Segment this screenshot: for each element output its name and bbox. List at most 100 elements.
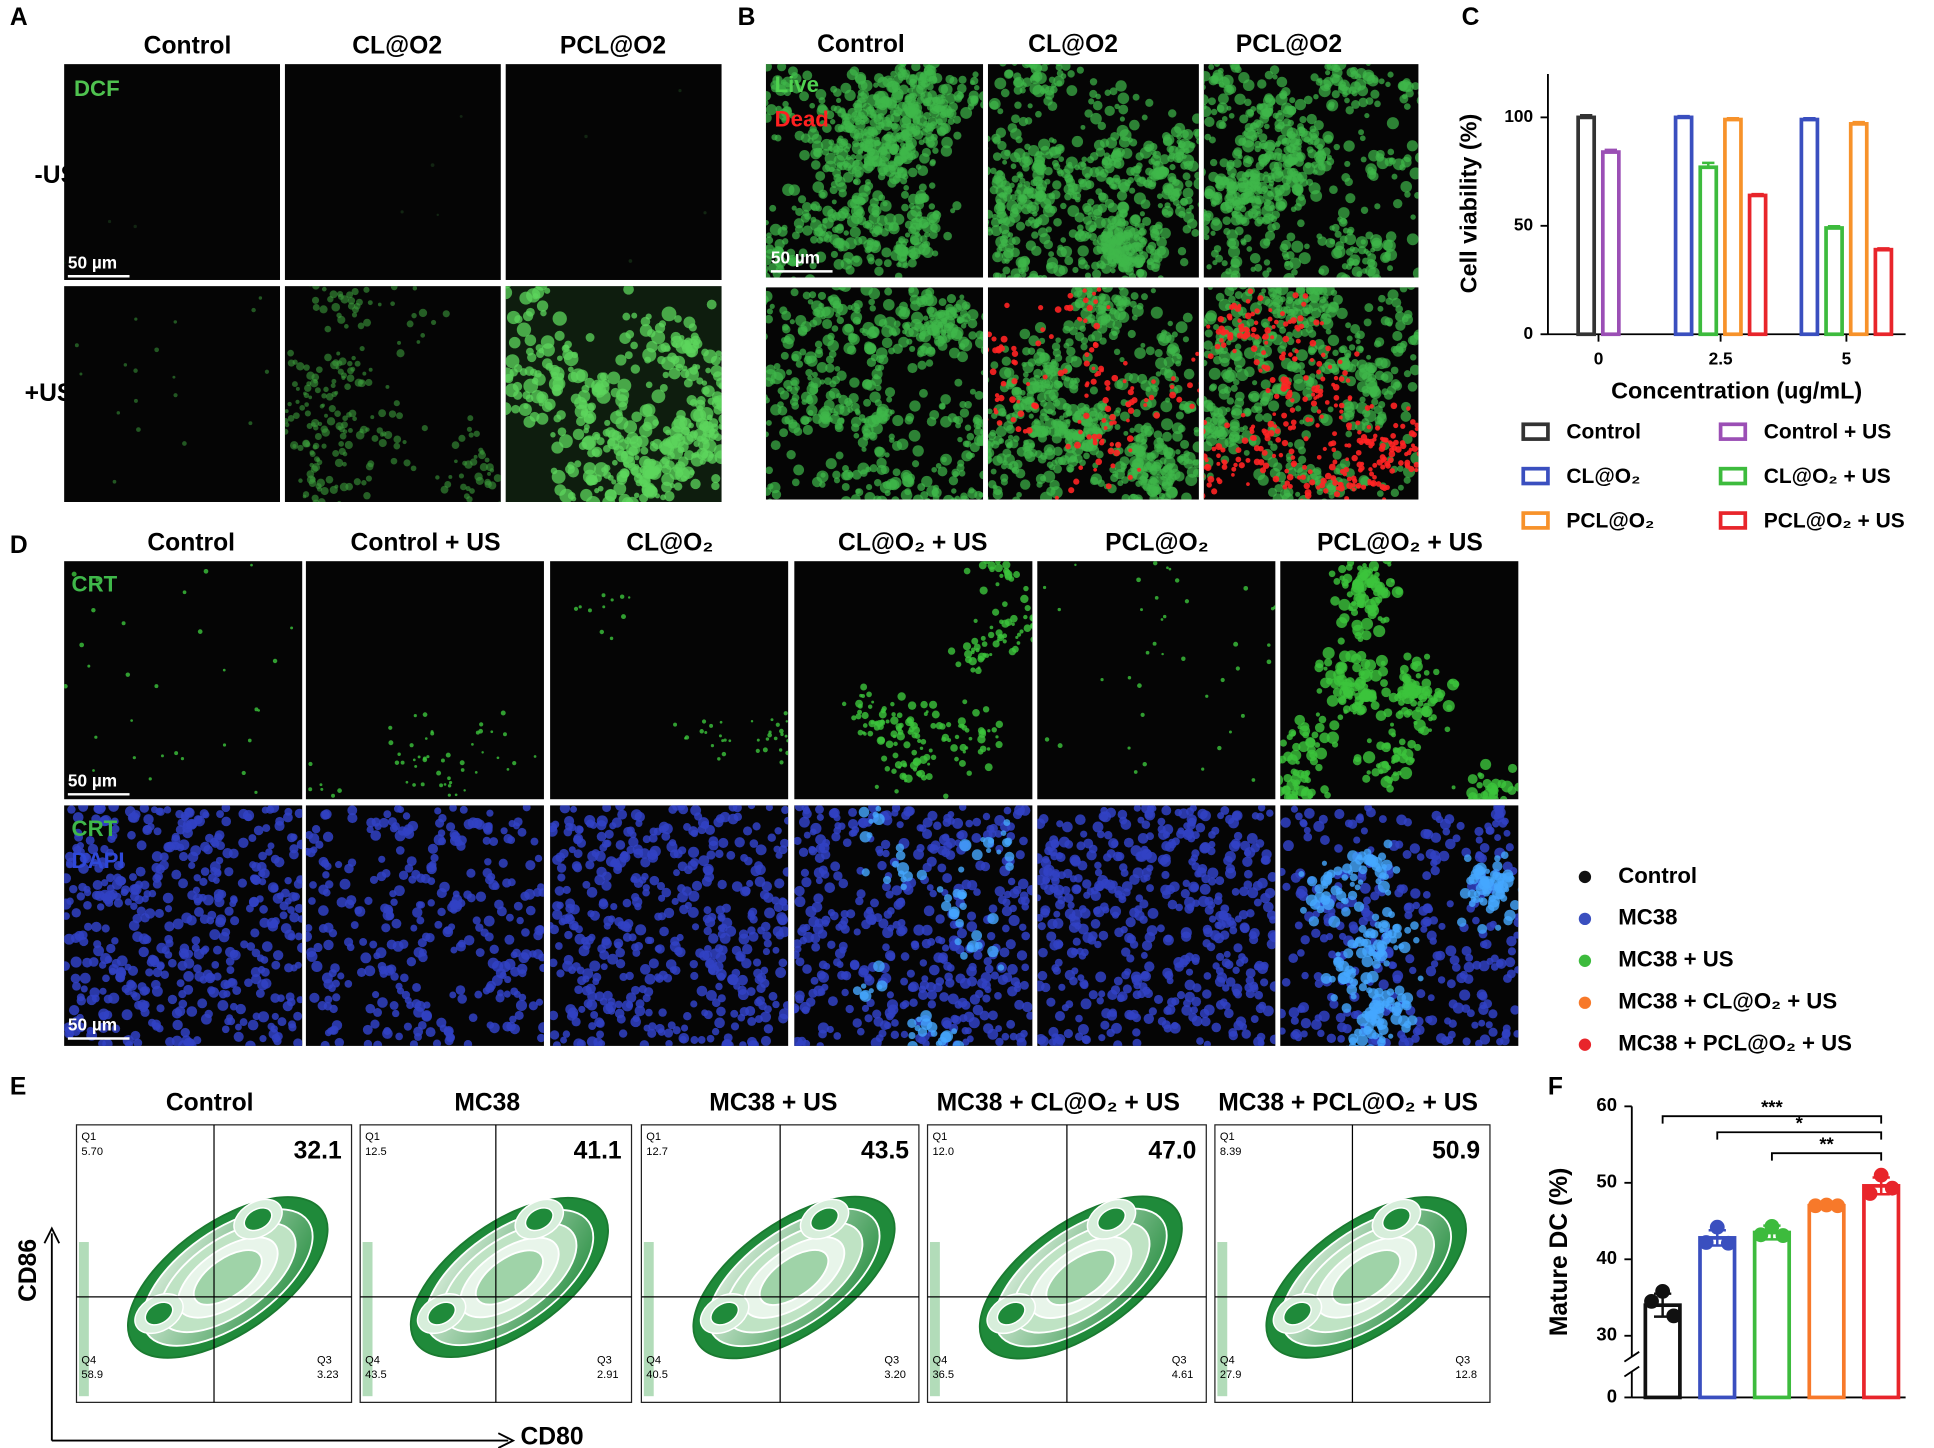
- cell: [1110, 267, 1116, 274]
- cell: [378, 409, 387, 418]
- cell: [805, 369, 813, 377]
- cell: [1156, 437, 1164, 445]
- cell: [1260, 318, 1270, 328]
- cell: [827, 295, 834, 302]
- cell: [1013, 273, 1022, 278]
- cell: [339, 426, 346, 433]
- cell: [816, 362, 828, 373]
- cell: [1061, 64, 1071, 71]
- cell: [810, 282, 815, 287]
- cell: [771, 134, 778, 141]
- cell: [839, 405, 851, 417]
- cell: [1423, 303, 1432, 312]
- cell: [810, 160, 821, 170]
- cell: [1050, 419, 1058, 427]
- cell: [1137, 373, 1148, 384]
- cell: [276, 518, 281, 523]
- cell: [699, 458, 706, 465]
- cell: [1109, 442, 1115, 447]
- cell: [1063, 342, 1070, 349]
- cell: [756, 239, 763, 246]
- cell: [1203, 213, 1211, 226]
- cell: [1407, 381, 1418, 392]
- cell: [1368, 467, 1373, 472]
- cell: [1228, 295, 1236, 303]
- cell: [931, 466, 938, 473]
- cell: [707, 454, 718, 464]
- cell: [1262, 270, 1270, 278]
- cell: [1089, 386, 1098, 395]
- cell: [1410, 452, 1419, 465]
- cell: [1371, 240, 1383, 252]
- cell: [783, 88, 792, 97]
- cell: [613, 482, 627, 496]
- cell: [1366, 362, 1378, 374]
- cell: [1080, 343, 1088, 351]
- cell: [1157, 501, 1165, 509]
- cell: [334, 458, 344, 468]
- cell: [937, 466, 948, 477]
- cell: [1254, 308, 1260, 314]
- cell: [342, 281, 347, 286]
- cell: [1084, 272, 1092, 278]
- cell: [1156, 193, 1163, 200]
- cell: [1253, 359, 1260, 366]
- cell: [853, 236, 863, 246]
- cell: [1023, 180, 1031, 188]
- cell: [884, 287, 893, 296]
- cell: [1331, 74, 1343, 87]
- cell: [1313, 339, 1325, 350]
- cell: [1093, 139, 1105, 151]
- cell: [351, 312, 358, 318]
- cell: [802, 225, 813, 236]
- cell: [485, 463, 494, 472]
- cell: [1130, 386, 1135, 391]
- cell: [991, 336, 997, 342]
- cell: [1344, 97, 1350, 104]
- cell: [335, 516, 341, 522]
- cell: [1001, 250, 1014, 262]
- cell: [1277, 171, 1284, 177]
- cell: [1109, 87, 1118, 96]
- cell: [1325, 70, 1331, 76]
- cell: [1025, 427, 1033, 434]
- cell: [1309, 125, 1317, 133]
- cell: [877, 172, 886, 181]
- cell: [402, 439, 407, 445]
- cell: [924, 501, 935, 512]
- cell: [1232, 149, 1242, 160]
- cell: [289, 441, 299, 450]
- cell: [1213, 355, 1222, 365]
- cell: [1297, 315, 1304, 322]
- cell: [727, 430, 742, 445]
- cell: [757, 114, 765, 122]
- cell: [1282, 335, 1290, 343]
- cell: [742, 105, 748, 111]
- cell: [467, 415, 474, 422]
- cell: [1399, 94, 1409, 104]
- cell: [1067, 456, 1079, 467]
- cell: [1293, 378, 1306, 391]
- cell: [1273, 424, 1278, 429]
- cell: [331, 302, 341, 312]
- cell: [1127, 407, 1135, 414]
- cell: [1067, 292, 1074, 299]
- cell: [1216, 49, 1222, 55]
- cell: [1053, 446, 1063, 456]
- cell: [1092, 239, 1099, 246]
- cell: [840, 281, 846, 287]
- cell: [857, 216, 867, 226]
- cell: [1227, 245, 1241, 258]
- cell: [1035, 190, 1047, 202]
- cell: [784, 415, 794, 425]
- cell: [845, 125, 854, 134]
- cell: [1123, 278, 1132, 287]
- cell: [982, 105, 984, 109]
- cell: [910, 83, 916, 90]
- cell: [904, 93, 916, 106]
- cell: [697, 405, 704, 412]
- cell: [1002, 159, 1008, 165]
- cell: [659, 457, 670, 469]
- cell: [1112, 420, 1117, 425]
